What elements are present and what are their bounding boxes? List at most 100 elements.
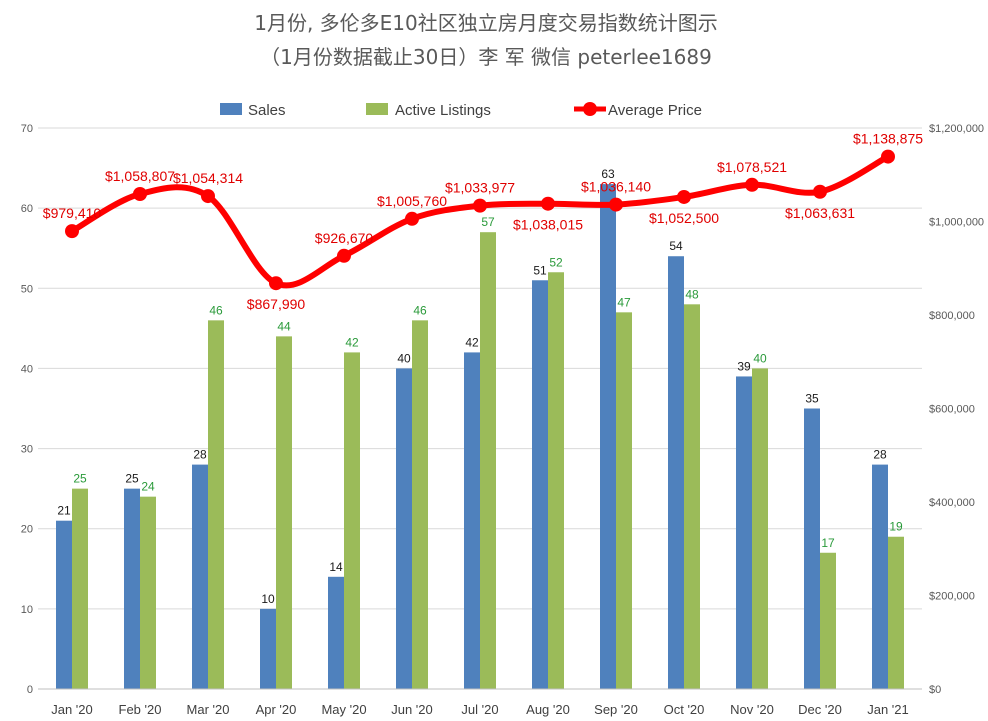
bar-listings-label: 52 bbox=[549, 255, 563, 269]
bar-sales-label: 42 bbox=[465, 335, 479, 349]
bar-listings-label: 24 bbox=[141, 480, 155, 494]
price-point bbox=[473, 198, 487, 213]
y-left-tick: 60 bbox=[21, 203, 33, 215]
price-point bbox=[541, 196, 555, 211]
bar-sales-label: 28 bbox=[193, 448, 207, 462]
y-right-tick: $800,000 bbox=[929, 310, 975, 322]
bar-active-listings bbox=[72, 488, 88, 689]
y-right-tick: $400,000 bbox=[929, 497, 975, 509]
bar-listings-label: 44 bbox=[277, 319, 291, 333]
bar-sales bbox=[260, 608, 276, 689]
bar-sales bbox=[668, 256, 684, 689]
bar-active-listings bbox=[888, 536, 904, 689]
price-point bbox=[201, 189, 215, 204]
bar-listings-label: 46 bbox=[209, 303, 223, 317]
price-label: $1,058,807 bbox=[105, 168, 175, 184]
y-left-tick: 20 bbox=[21, 524, 33, 536]
x-axis: Jan '20 Feb '20 Mar '20 Apr '20 May '20 Jun '… bbox=[38, 688, 922, 717]
price-label: $1,138,875 bbox=[853, 131, 923, 147]
price-label: $1,005,760 bbox=[377, 193, 447, 209]
bar-sales bbox=[464, 352, 480, 689]
bar-active-listings bbox=[820, 552, 836, 689]
price-label: $1,033,977 bbox=[445, 180, 515, 196]
legend-listings-label: Active Listings bbox=[395, 102, 491, 119]
price-data-labels: $979,410 $1,058,807$1,054,314 $867,990 $926… bbox=[43, 131, 923, 313]
bar-active-listings bbox=[616, 312, 632, 689]
y-right-tick: $0 bbox=[929, 684, 941, 696]
bar-active-listings bbox=[412, 320, 428, 689]
price-point bbox=[609, 197, 623, 212]
price-point bbox=[813, 184, 827, 199]
price-label: $1,036,140 bbox=[581, 179, 651, 195]
price-label: $1,038,015 bbox=[513, 217, 583, 233]
y-right-tick: $600,000 bbox=[929, 404, 975, 416]
x-tick-label: Jun '20 bbox=[391, 702, 433, 717]
bar-listings-label: 25 bbox=[73, 472, 87, 486]
bar-listings-label: 57 bbox=[481, 215, 495, 229]
bar-sales-label: 14 bbox=[329, 560, 343, 574]
x-tick-label: Jul '20 bbox=[461, 702, 498, 717]
bar-sales-label: 40 bbox=[397, 351, 411, 365]
x-tick-label: Jan '20 bbox=[51, 702, 93, 717]
price-point bbox=[881, 149, 895, 164]
bar-sales bbox=[124, 488, 140, 689]
price-label: $1,063,631 bbox=[785, 205, 855, 221]
bar-sales bbox=[396, 368, 412, 689]
bar-active-listings bbox=[140, 496, 156, 689]
bar-listings-label: 42 bbox=[345, 335, 359, 349]
bar-sales-label: 35 bbox=[805, 392, 819, 406]
x-tick-label: Mar '20 bbox=[187, 702, 230, 717]
price-label: $1,052,500 bbox=[649, 210, 719, 226]
bar-active-listings bbox=[344, 352, 360, 689]
bar-sales bbox=[736, 376, 752, 689]
y-left-tick: 10 bbox=[21, 604, 33, 616]
x-tick-label: Nov '20 bbox=[730, 702, 774, 717]
bar-listings-label: 19 bbox=[889, 520, 903, 534]
y-axis-left: 0 10 20 30 40 50 60 70 bbox=[21, 123, 33, 696]
bar-active-listings bbox=[548, 272, 564, 689]
bar-sales-label: 21 bbox=[57, 504, 71, 518]
x-tick-label: Aug '20 bbox=[526, 702, 570, 717]
bar-series bbox=[56, 184, 904, 689]
y-left-tick: 50 bbox=[21, 283, 33, 295]
bar-sales bbox=[328, 576, 344, 689]
legend-listings-swatch bbox=[366, 103, 388, 115]
x-tick-label: May '20 bbox=[321, 702, 366, 717]
y-left-tick: 0 bbox=[27, 684, 33, 696]
price-label: $979,410 bbox=[43, 205, 102, 221]
bar-sales-label: 10 bbox=[261, 592, 275, 606]
bar-sales bbox=[56, 520, 72, 689]
price-label: $926,670 bbox=[315, 230, 374, 246]
price-point bbox=[269, 276, 283, 291]
bar-sales bbox=[192, 464, 208, 689]
bar-active-listings bbox=[276, 336, 292, 689]
bar-sales-label: 63 bbox=[601, 167, 615, 181]
bar-sales-label: 39 bbox=[737, 359, 751, 373]
price-point bbox=[65, 224, 79, 239]
price-point bbox=[745, 177, 759, 192]
bar-sales bbox=[532, 280, 548, 689]
price-label: $1,054,314 bbox=[173, 170, 243, 186]
y-axis-right: $0 $200,000 $400,000 $600,000 $800,000 $1,000… bbox=[929, 123, 984, 696]
bar-active-listings bbox=[752, 368, 768, 689]
price-point bbox=[677, 189, 691, 204]
bar-active-listings bbox=[684, 304, 700, 689]
bar-sales-label: 51 bbox=[533, 263, 547, 277]
legend-price-label: Average Price bbox=[608, 102, 702, 119]
price-label: $1,078,521 bbox=[717, 159, 787, 175]
x-tick-label: Dec '20 bbox=[798, 702, 842, 717]
legend-price-marker bbox=[583, 102, 597, 116]
bar-sales-label: 25 bbox=[125, 472, 139, 486]
bar-listings-label: 46 bbox=[413, 303, 427, 317]
y-left-tick: 40 bbox=[21, 363, 33, 375]
bar-sales bbox=[804, 408, 820, 689]
chart-subtitle: （1月份数据截止30日）李 军 微信 peterlee1689 bbox=[260, 45, 712, 69]
bar-sales-label: 28 bbox=[873, 448, 887, 462]
y-right-tick: $1,000,000 bbox=[929, 217, 984, 229]
y-right-tick: $1,200,000 bbox=[929, 123, 984, 135]
x-tick-label: Jan '21 bbox=[867, 702, 909, 717]
chart-title: 1月份, 多伦多E10社区独立房月度交易指数统计图示 bbox=[254, 11, 718, 35]
price-point bbox=[337, 248, 351, 263]
